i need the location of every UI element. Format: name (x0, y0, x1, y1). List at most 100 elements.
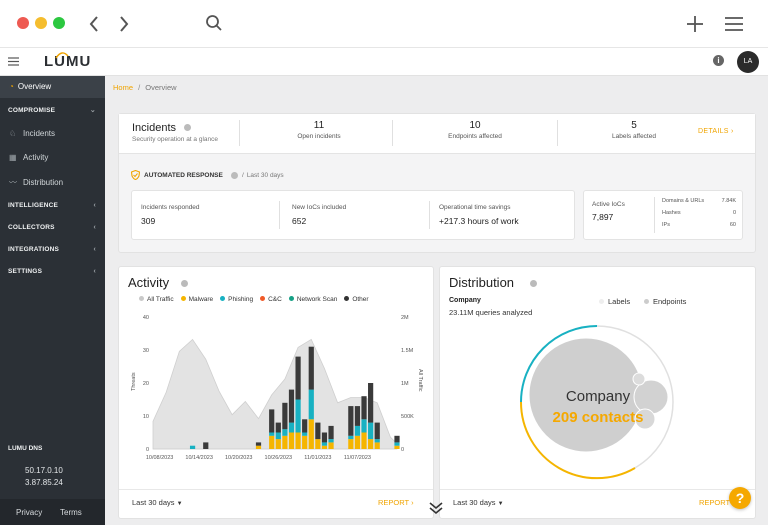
queries-analyzed: 23.11M queries analyzed (449, 308, 533, 317)
legend-item[interactable]: Phishing (220, 296, 253, 303)
active-iocs-value: 7,897 (592, 212, 614, 222)
details-link[interactable]: DETAILS › (698, 128, 734, 135)
company-label: Company (449, 297, 481, 304)
brand-logo[interactable]: LUMU (44, 53, 92, 70)
sidebar-group-integrations[interactable]: INTEGRATIONS ‹ (0, 239, 105, 261)
legend-dot (344, 296, 350, 301)
bar-segment-malware (321, 445, 328, 449)
sidebar-item-incidents[interactable]: ♘ Incidents (0, 122, 105, 146)
caret-down-icon: ▼ (176, 501, 183, 507)
grid-icon: ▦ (9, 153, 17, 162)
breadcrumb-current: Overview (145, 83, 177, 92)
x-tick-label: 10/14/2023 (185, 455, 213, 461)
pulse-icon: 〰 (9, 178, 17, 187)
bar-segment-other (282, 402, 288, 430)
activity-report-link[interactable]: REPORT › (378, 498, 414, 507)
chevron-left-icon: ‹ (93, 202, 96, 209)
chevron-right-icon: › (731, 128, 734, 135)
close-window-icon[interactable] (17, 17, 29, 29)
maximize-window-icon[interactable] (53, 17, 65, 29)
search-icon[interactable] (205, 14, 223, 32)
chevron-left-icon: ‹ (93, 224, 96, 231)
x-tick-label: 10/20/2023 (225, 455, 253, 461)
new-tab-icon[interactable] (686, 15, 704, 33)
legend-item[interactable]: Other (344, 296, 369, 303)
period-label: Last 30 days (246, 172, 284, 179)
bar-segment-phishing (288, 422, 295, 433)
bar-segment-other (368, 383, 374, 423)
legend-item[interactable]: All Traffic (139, 296, 174, 303)
bar-segment-phishing (321, 442, 328, 446)
sidebar-item-label: Distribution (23, 178, 64, 187)
incidents-title: Incidents (132, 122, 177, 134)
sidebar: ◔ Overview COMPROMISE ⌄ ♘ Incidents ▦ Activi… (0, 76, 105, 525)
info-icon[interactable] (530, 280, 537, 287)
bar-segment-other (288, 389, 295, 423)
bar-segment-malware (361, 432, 367, 449)
distribution-period-select[interactable]: Last 30 days ▼ (453, 498, 504, 507)
y-tick-label: 40 (143, 315, 149, 321)
bar-segment-malware (374, 442, 380, 449)
active-iocs-panel: Active IoCs 7,897 Domains & URLs 7.84K H… (583, 190, 743, 240)
period-label: Last 30 days (132, 498, 175, 507)
metric-value: +217.3 hours of work (439, 216, 519, 226)
bar-segment-malware (328, 442, 334, 449)
bar-segment-malware (308, 419, 314, 449)
group-label: COLLECTORS (8, 224, 55, 231)
breadcrumb-home-link[interactable]: Home (113, 83, 134, 92)
bar-segment-other (315, 422, 321, 440)
forward-icon[interactable] (118, 15, 130, 33)
stat-labels-affected: 5 Labels affected (584, 120, 684, 140)
chevron-right-icon: › (411, 498, 414, 507)
x-tick-label: 10/26/2023 (265, 455, 293, 461)
legend-dot (180, 296, 186, 301)
divider (654, 197, 655, 233)
dns-ip: 50.17.0.10 (25, 466, 63, 475)
bar-segment-phishing (282, 429, 288, 436)
info-icon[interactable] (184, 124, 191, 131)
activity-period-select[interactable]: Last 30 days ▼ (132, 498, 183, 507)
distribution-legend-labels: Labels (599, 297, 630, 306)
legend-label: All Traffic (147, 296, 174, 303)
scroll-down-icon[interactable] (428, 501, 444, 515)
privacy-link[interactable]: Privacy (16, 508, 43, 517)
terms-link[interactable]: Terms (60, 508, 82, 517)
distribution-bubble-chart (519, 325, 674, 480)
info-icon[interactable] (231, 172, 238, 179)
info-icon[interactable]: i (713, 55, 724, 66)
browser-toolbar (0, 0, 768, 48)
sidebar-group-collectors[interactable]: COLLECTORS ‹ (0, 217, 105, 239)
stat-value: 11 (313, 120, 325, 131)
logo-accent-icon (55, 52, 69, 59)
legend-item[interactable]: C&C (260, 296, 282, 303)
sidebar-group-intelligence[interactable]: INTELLIGENCE ‹ (0, 195, 105, 217)
bar-segment-malware (394, 445, 400, 449)
legend-label: Other (352, 296, 369, 303)
help-button[interactable]: ? (729, 487, 751, 509)
divider (119, 489, 433, 490)
hamburger-icon[interactable] (8, 57, 19, 66)
user-avatar[interactable]: LA (737, 51, 759, 73)
chevron-left-icon: ‹ (93, 268, 96, 275)
info-icon[interactable] (181, 280, 188, 287)
bar-segment-phishing (368, 422, 374, 440)
automated-period: / Last 30 days (242, 172, 284, 179)
menu-icon[interactable] (724, 16, 744, 32)
endpoint-bubble[interactable] (632, 372, 646, 386)
endpoint-bubble[interactable] (634, 408, 656, 430)
sidebar-item-overview[interactable]: ◔ Overview (0, 76, 105, 98)
sidebar-group-settings[interactable]: SETTINGS ‹ (0, 261, 105, 283)
distribution-legend-endpoints: Endpoints (644, 297, 686, 306)
activity-card: Activity All Traffic Malware Phishing C&C Ne… (118, 266, 434, 519)
bar-segment-phishing (189, 445, 196, 449)
legend-dot (288, 296, 294, 301)
legend-item[interactable]: Malware (180, 296, 213, 303)
incidents-subtitle: Security operation at a glance (132, 136, 218, 143)
legend-label: Phishing (228, 296, 254, 303)
sidebar-item-activity[interactable]: ▦ Activity (0, 146, 105, 170)
sidebar-item-distribution[interactable]: 〰 Distribution (0, 171, 105, 195)
back-icon[interactable] (88, 15, 100, 33)
minimize-window-icon[interactable] (35, 17, 47, 29)
sidebar-group-compromise[interactable]: COMPROMISE ⌄ (0, 100, 105, 122)
legend-item[interactable]: Network Scan (288, 296, 337, 303)
